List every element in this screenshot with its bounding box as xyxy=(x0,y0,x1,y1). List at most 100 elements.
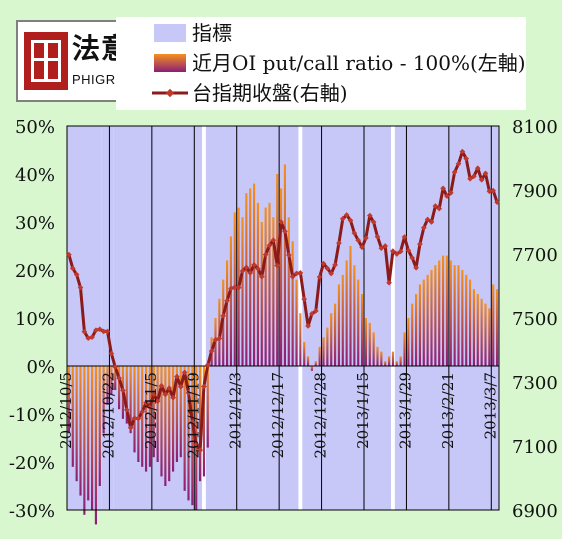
ratio-bar xyxy=(349,246,352,366)
index-point xyxy=(112,364,119,370)
ratio-bar xyxy=(198,366,202,482)
ratio-bar xyxy=(171,366,175,472)
index-point xyxy=(409,255,416,261)
indicator-band xyxy=(205,126,299,510)
ratio-bar xyxy=(252,183,256,366)
index-point xyxy=(166,385,173,391)
x-tick-label: 2012/11/19 xyxy=(184,372,202,458)
index-point xyxy=(363,235,369,241)
phigroup-logo-icon xyxy=(24,32,68,90)
index-point xyxy=(247,270,254,276)
ratio-bar xyxy=(260,222,263,366)
index-point xyxy=(463,155,470,162)
ratio-bar xyxy=(94,366,98,525)
index-point xyxy=(382,243,389,249)
index-point xyxy=(393,251,400,257)
index-point xyxy=(174,373,180,380)
ratio-bar xyxy=(438,260,441,366)
ratio-bar xyxy=(449,260,452,366)
index-point xyxy=(401,234,408,240)
ratio-bar xyxy=(353,265,356,366)
y-left-tick-label: 10% xyxy=(15,309,55,330)
indicator-band xyxy=(101,126,114,510)
ratio-bar xyxy=(495,289,499,366)
ratio-bar xyxy=(175,366,179,462)
x-tick-label: 2012/10/5 xyxy=(57,372,75,449)
y-left-tick-label: -20% xyxy=(9,453,55,474)
x-tick-label: 2012/10/22 xyxy=(99,372,117,458)
ratio-bar xyxy=(480,298,483,366)
index-point xyxy=(459,148,466,155)
index-point xyxy=(436,205,443,212)
index-point xyxy=(347,217,354,224)
ratio-bar xyxy=(407,318,410,366)
ratio-bar xyxy=(411,303,414,366)
index-point xyxy=(455,160,462,167)
legend-label-band: 指標 xyxy=(192,21,232,45)
index-point xyxy=(181,369,188,376)
index-point xyxy=(154,398,161,405)
x-tick-label: 2012/12/17 xyxy=(269,372,287,458)
index-point xyxy=(440,185,446,192)
index-point xyxy=(243,264,250,271)
y-left-tick-label: -30% xyxy=(9,501,55,522)
ratio-bar xyxy=(67,366,71,434)
ratio-bar xyxy=(152,366,155,458)
ratio-bar xyxy=(287,217,290,366)
ratio-bar xyxy=(441,255,445,366)
index-point xyxy=(413,264,419,271)
ratio-bar xyxy=(303,342,306,366)
ratio-bar xyxy=(206,366,209,448)
x-tick-label: 2012/12/28 xyxy=(312,372,330,458)
index-point xyxy=(224,297,230,304)
ratio-bar xyxy=(357,279,360,366)
ratio-bar xyxy=(322,337,325,366)
index-point xyxy=(108,350,115,357)
ratio-bar xyxy=(380,351,383,366)
ratio-bar xyxy=(117,366,121,410)
ratio-bar xyxy=(276,174,279,366)
ratio-bar xyxy=(156,366,159,462)
index-point xyxy=(143,399,149,406)
ratio-bar xyxy=(144,366,148,472)
index-point xyxy=(85,335,92,342)
index-point xyxy=(231,284,238,291)
index-point xyxy=(378,245,385,252)
index-point xyxy=(324,265,331,272)
index-point xyxy=(139,408,146,415)
x-tick-label: 2013/1/15 xyxy=(354,372,372,449)
index-point xyxy=(471,173,477,180)
ratio-bar xyxy=(314,361,317,366)
ratio-bar xyxy=(461,270,464,366)
index-point xyxy=(494,199,500,205)
ratio-bar xyxy=(160,366,163,477)
index-point xyxy=(135,415,142,422)
ratio-bar xyxy=(484,303,487,366)
ratio-bar xyxy=(87,366,90,501)
ratio-bar xyxy=(384,361,387,366)
index-point xyxy=(162,391,169,398)
ratio-bar xyxy=(395,361,398,366)
index-point xyxy=(289,273,296,280)
ratio-bar xyxy=(434,265,437,366)
ratio-bar xyxy=(345,260,348,366)
y-right-tick-label: 7100 xyxy=(512,437,558,458)
index-point xyxy=(366,212,373,219)
ratio-bar xyxy=(414,294,418,366)
legend-label-index: 台指期收盤(右軸) xyxy=(192,81,348,105)
y-left-tick-label: 0% xyxy=(26,357,55,378)
ratio-bar xyxy=(387,356,391,366)
ratio-bar xyxy=(399,356,402,366)
legend: 指標 近月OI put/call ratio - 100%(左軸) 台指期收盤(… xyxy=(116,17,526,110)
index-point xyxy=(370,219,377,225)
ratio-bar xyxy=(445,255,449,366)
index-point xyxy=(374,233,381,240)
index-point xyxy=(93,327,99,334)
index-point xyxy=(278,219,284,225)
ratio-bar xyxy=(249,188,252,366)
ratio-bar xyxy=(71,366,74,467)
index-point xyxy=(432,203,439,209)
ratio-bar xyxy=(472,289,476,366)
ratio-bar xyxy=(225,260,229,366)
